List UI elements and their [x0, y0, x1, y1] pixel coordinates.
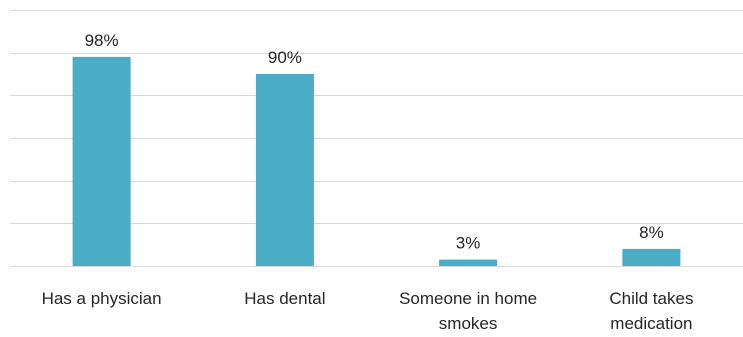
category-label-line: medication	[610, 314, 692, 333]
category-label: Has dental	[244, 289, 325, 308]
category-label-line: Someone in home	[399, 289, 537, 308]
category-labels: Has a physician Has dental Someone in home…	[42, 289, 694, 333]
category-label-line: Child takes	[609, 289, 693, 308]
data-label: 98%	[85, 31, 119, 50]
data-label: 90%	[268, 48, 302, 67]
data-label: 3%	[456, 234, 481, 253]
data-labels: 98% 90% 3% 8%	[85, 31, 664, 253]
category-label-line: Has a physician	[42, 289, 162, 308]
category-label: Has a physician	[42, 289, 162, 308]
bars	[72, 56, 681, 267]
bar	[255, 74, 314, 266]
category-label-line: smokes	[439, 314, 498, 333]
bar	[622, 248, 681, 266]
category-label-line: Has dental	[244, 289, 325, 308]
data-label: 8%	[639, 223, 664, 242]
bar	[439, 259, 498, 266]
gridlines	[10, 10, 743, 267]
bar	[72, 56, 131, 267]
category-label: Someone in home smokes	[399, 289, 537, 333]
category-label: Child takes medication	[609, 289, 693, 333]
